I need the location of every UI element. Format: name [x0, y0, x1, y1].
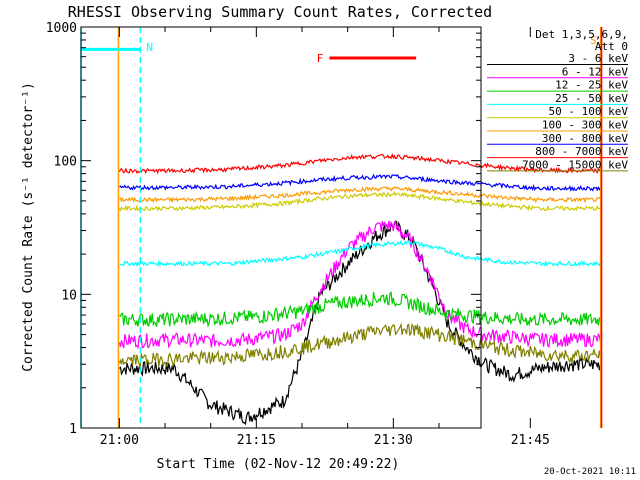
series-line-1	[118, 220, 602, 350]
y-axis: 1 10 100 1000	[46, 21, 481, 437]
y-tick-label: 1	[69, 422, 77, 437]
series-layer	[118, 152, 602, 426]
y-axis-label: Corrected Count Rate (s⁻¹ detector⁻¹)	[21, 82, 36, 372]
night-marker-label: N	[146, 41, 153, 54]
series-line-8	[118, 322, 602, 368]
series-line-0	[118, 220, 602, 426]
plot-frame	[80, 26, 482, 429]
x-tick-label: 21:15	[237, 433, 276, 448]
y-tick-label: 1000	[46, 21, 77, 36]
legend-header: Det 1,3,5,6,9,	[535, 28, 628, 41]
legend-label: 300 - 800 keV	[542, 132, 628, 145]
legend-label: 6 - 12 keV	[562, 65, 629, 78]
saa-marker-label: S	[590, 34, 597, 47]
series-line-5	[119, 186, 601, 204]
chart-title: RHESSI Observing Summary Count Rates, Co…	[68, 3, 492, 21]
series-line-3	[119, 239, 602, 268]
series-line-2	[119, 291, 602, 328]
legend-label: 100 - 300 keV	[542, 119, 628, 132]
y-tick-label: 100	[54, 155, 77, 170]
legend-label: 12 - 25 keV	[555, 79, 628, 92]
legend-label: 7000 - 15000 keV	[522, 158, 628, 171]
flare-flag-label: F	[317, 52, 324, 65]
footer-timestamp: 20-Oct-2021 10:11	[544, 467, 636, 477]
series-line-4	[118, 191, 601, 212]
legend-label: 800 - 7000 keV	[535, 145, 628, 158]
legend-header: Att 0	[595, 40, 628, 53]
x-tick-label: 21:30	[374, 433, 413, 448]
series-line-7	[118, 152, 601, 175]
legend-label: 25 - 50 keV	[555, 92, 628, 105]
legend-label: 3 - 6 keV	[568, 52, 628, 65]
y-tick-label: 10	[61, 288, 77, 303]
x-tick-label: 21:45	[511, 433, 550, 448]
legend-label: 50 - 100 keV	[549, 105, 629, 118]
series-line-6	[119, 173, 602, 193]
x-tick-label: 21:00	[100, 433, 139, 448]
x-axis-label: Start Time (02-Nov-12 20:49:22)	[157, 457, 400, 472]
